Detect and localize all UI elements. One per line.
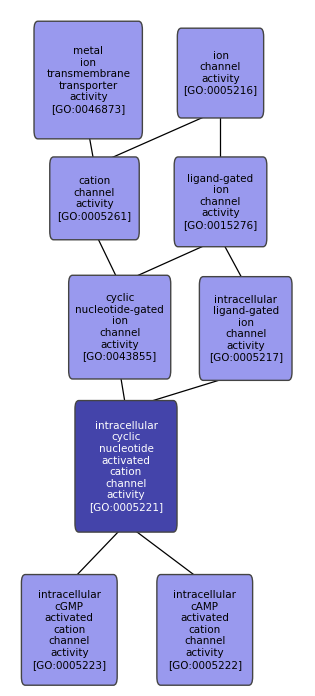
Text: intracellular
cyclic
nucleotide
activated
cation
channel
activity
[GO:0005221]: intracellular cyclic nucleotide activate… xyxy=(89,420,163,512)
Text: ion
channel
activity
[GO:0005216]: ion channel activity [GO:0005216] xyxy=(183,51,258,95)
Text: metal
ion
transmembrane
transporter
activity
[GO:0046873]: metal ion transmembrane transporter acti… xyxy=(46,46,130,114)
Text: intracellular
cAMP
activated
cation
channel
activity
[GO:0005222]: intracellular cAMP activated cation chan… xyxy=(168,590,242,670)
FancyBboxPatch shape xyxy=(157,575,253,685)
FancyBboxPatch shape xyxy=(21,575,117,685)
Text: cyclic
nucleotide-gated
ion
channel
activity
[GO:0043855]: cyclic nucleotide-gated ion channel acti… xyxy=(75,293,164,361)
Text: cation
channel
activity
[GO:0005261]: cation channel activity [GO:0005261] xyxy=(57,176,132,221)
Text: intracellular
ligand-gated
ion
channel
activity
[GO:0005217]: intracellular ligand-gated ion channel a… xyxy=(209,294,283,363)
FancyBboxPatch shape xyxy=(177,28,264,118)
FancyBboxPatch shape xyxy=(75,401,177,532)
Text: intracellular
cGMP
activated
cation
channel
activity
[GO:0005223]: intracellular cGMP activated cation chan… xyxy=(32,590,106,670)
FancyBboxPatch shape xyxy=(50,157,139,239)
FancyBboxPatch shape xyxy=(174,157,267,247)
FancyBboxPatch shape xyxy=(69,275,171,379)
FancyBboxPatch shape xyxy=(34,21,142,139)
Text: ligand-gated
ion
channel
activity
[GO:0015276]: ligand-gated ion channel activity [GO:00… xyxy=(183,173,258,230)
FancyBboxPatch shape xyxy=(199,276,292,380)
